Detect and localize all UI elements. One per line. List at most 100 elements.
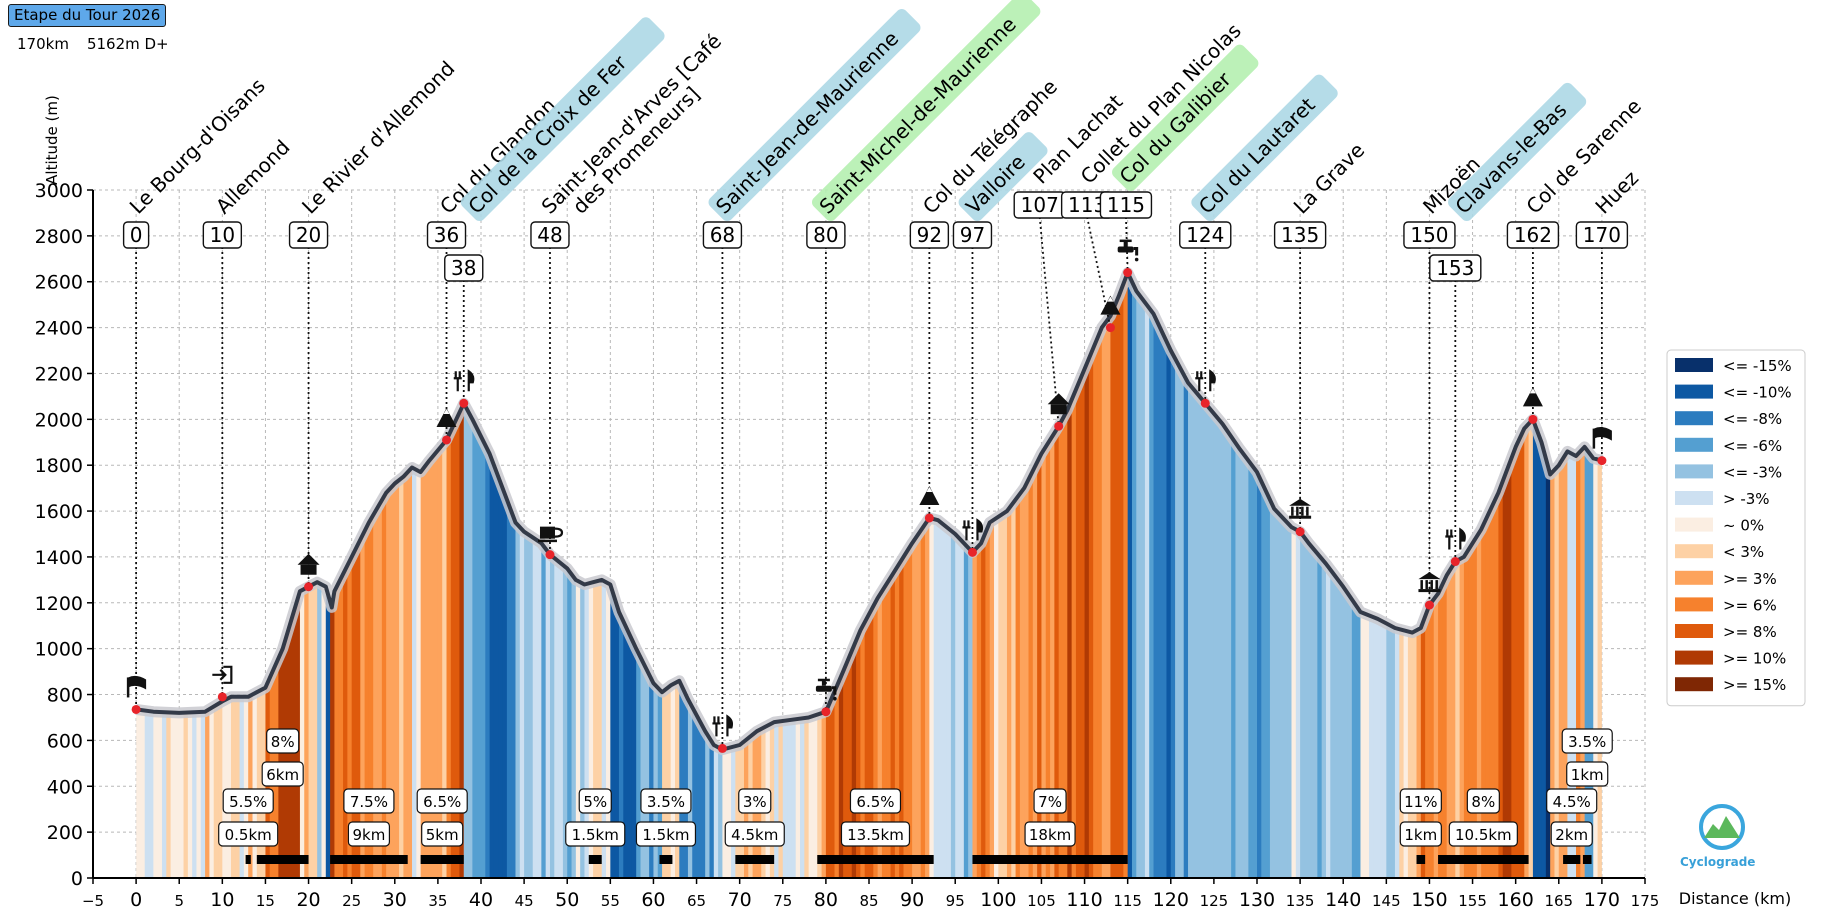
museum-icon bbox=[1418, 589, 1441, 593]
gradient-stripe bbox=[593, 272, 598, 878]
x-tick-label: 40 bbox=[469, 889, 493, 911]
legend-label: <= -6% bbox=[1723, 437, 1782, 455]
legend-label: <= -15% bbox=[1723, 357, 1792, 375]
x-tick-label: 85 bbox=[859, 892, 878, 910]
climb-segment-grade: 6.5% bbox=[856, 793, 894, 811]
legend-label: >= 10% bbox=[1723, 650, 1786, 668]
gradient-stripe bbox=[1588, 272, 1594, 878]
water-tap-icon bbox=[1134, 257, 1139, 262]
enter-icon bbox=[212, 669, 227, 681]
legend-swatch bbox=[1675, 624, 1713, 638]
gradient-stripe bbox=[1015, 272, 1021, 878]
fork-knife-icon bbox=[976, 518, 984, 541]
climb-segment-bar bbox=[588, 855, 602, 864]
gradient-stripe bbox=[1205, 272, 1211, 878]
gradient-stripe bbox=[416, 272, 422, 878]
waypoint-name: La Grave bbox=[1289, 138, 1370, 219]
x-tick-label: 125 bbox=[1200, 892, 1229, 910]
gradient-stripe bbox=[1011, 272, 1017, 878]
x-tick-label: 155 bbox=[1458, 892, 1487, 910]
gradient-stripe bbox=[554, 272, 560, 878]
gradient-stripe bbox=[1300, 272, 1306, 878]
gradient-stripe bbox=[442, 272, 448, 878]
y-tick-label: 2000 bbox=[35, 409, 83, 431]
gradient-stripe bbox=[459, 272, 465, 878]
gradient-stripe bbox=[1304, 272, 1310, 878]
legend-swatch bbox=[1675, 491, 1713, 505]
gradient-stripe bbox=[787, 272, 792, 878]
summit-icon bbox=[1529, 388, 1536, 394]
climb-segment-bar bbox=[735, 855, 775, 864]
climb-segment-grade: 4.5% bbox=[1553, 793, 1591, 811]
gradient-stripe bbox=[1321, 272, 1327, 878]
gradient-stripe bbox=[407, 272, 413, 878]
gradient-stripe bbox=[1416, 272, 1422, 878]
gradient-stripe bbox=[1218, 272, 1224, 878]
x-tick-label: 140 bbox=[1325, 889, 1361, 911]
waypoint-km-box bbox=[1575, 221, 1629, 249]
gradient-stripe bbox=[153, 272, 159, 878]
gradient-stripe bbox=[998, 272, 1004, 878]
gradient-stripe bbox=[1222, 272, 1228, 878]
waypoint-dot bbox=[1528, 414, 1538, 424]
gradient-stripe bbox=[562, 272, 568, 878]
waypoint-km-box bbox=[806, 221, 846, 249]
waypoint-km-label: 153 bbox=[1436, 256, 1474, 280]
climb-segment-length-box bbox=[261, 761, 304, 787]
gradient-stripe bbox=[1119, 272, 1124, 878]
waypoint-km-label: 115 bbox=[1107, 193, 1145, 217]
waypoint-km-box bbox=[1273, 221, 1327, 249]
waypoint-km-box bbox=[1506, 221, 1560, 249]
gradient-stripe bbox=[493, 272, 499, 878]
gradient-stripe bbox=[907, 272, 913, 878]
climb-segment-length: 5km bbox=[426, 826, 459, 844]
gradient-stripe bbox=[1455, 272, 1461, 878]
gradient-stripe bbox=[1343, 272, 1349, 878]
gradient-stripe bbox=[838, 272, 844, 878]
waypoint-km-box bbox=[426, 221, 467, 249]
gradient-stripe bbox=[187, 272, 193, 878]
gradient-stripe bbox=[1067, 272, 1073, 878]
climb-segment-grade: 3.5% bbox=[1568, 733, 1606, 751]
gradient-stripe bbox=[1110, 272, 1116, 878]
gradient-stripe bbox=[1550, 272, 1556, 878]
gradient-stripe bbox=[817, 272, 823, 878]
gradient-stripe bbox=[1024, 272, 1030, 878]
climb-segment-length: 18km bbox=[1029, 826, 1071, 844]
gradient-stripe bbox=[256, 272, 262, 878]
climb-segment-length-box bbox=[218, 821, 279, 847]
fork-knife-icon bbox=[1209, 369, 1216, 392]
gradient-stripe bbox=[950, 272, 956, 878]
gradient-stripe bbox=[537, 272, 542, 878]
gradient-stripe bbox=[1028, 272, 1034, 878]
gradient-stripe bbox=[644, 272, 650, 878]
climb-segment-grade-box bbox=[738, 788, 772, 814]
water-tap-icon bbox=[833, 696, 837, 701]
climb-segment-grade: 3.5% bbox=[647, 793, 685, 811]
gradient-stripe bbox=[726, 272, 732, 878]
y-tick-label: 2400 bbox=[35, 318, 83, 340]
water-tap-icon bbox=[1117, 246, 1134, 253]
x-tick-label: 115 bbox=[1113, 892, 1142, 910]
gradient-stripe bbox=[601, 272, 607, 878]
climb-segment-bar bbox=[1582, 855, 1592, 864]
waypoint-km-label: 124 bbox=[1186, 223, 1224, 247]
waypoint-dot bbox=[217, 692, 227, 702]
waypoint-km-label: 0 bbox=[130, 223, 143, 247]
gradient-stripe bbox=[1360, 272, 1366, 878]
gradient-stripe bbox=[1136, 272, 1142, 878]
gradient-stripe bbox=[1451, 272, 1456, 878]
gradient-stripe bbox=[1265, 272, 1271, 878]
gradient-stripe bbox=[1282, 272, 1288, 878]
gradient-stripe bbox=[1097, 272, 1103, 878]
gradient-stripe bbox=[860, 272, 866, 878]
gradient-legend: <= -15% <= -10% <= -8% <= -6% <= -3% > -3% ~ 0… bbox=[1666, 349, 1806, 707]
route-elevation-gain: 5162m D+ bbox=[86, 35, 169, 53]
waypoint-km-label: 48 bbox=[537, 223, 562, 247]
gradient-stripe bbox=[1041, 272, 1047, 878]
gradient-stripe bbox=[399, 272, 404, 878]
waypoint-dot bbox=[1200, 398, 1210, 408]
gradient-stripe bbox=[1468, 272, 1474, 878]
gradient-stripe bbox=[731, 272, 736, 878]
climb-segment-length: 13.5km bbox=[847, 826, 904, 844]
